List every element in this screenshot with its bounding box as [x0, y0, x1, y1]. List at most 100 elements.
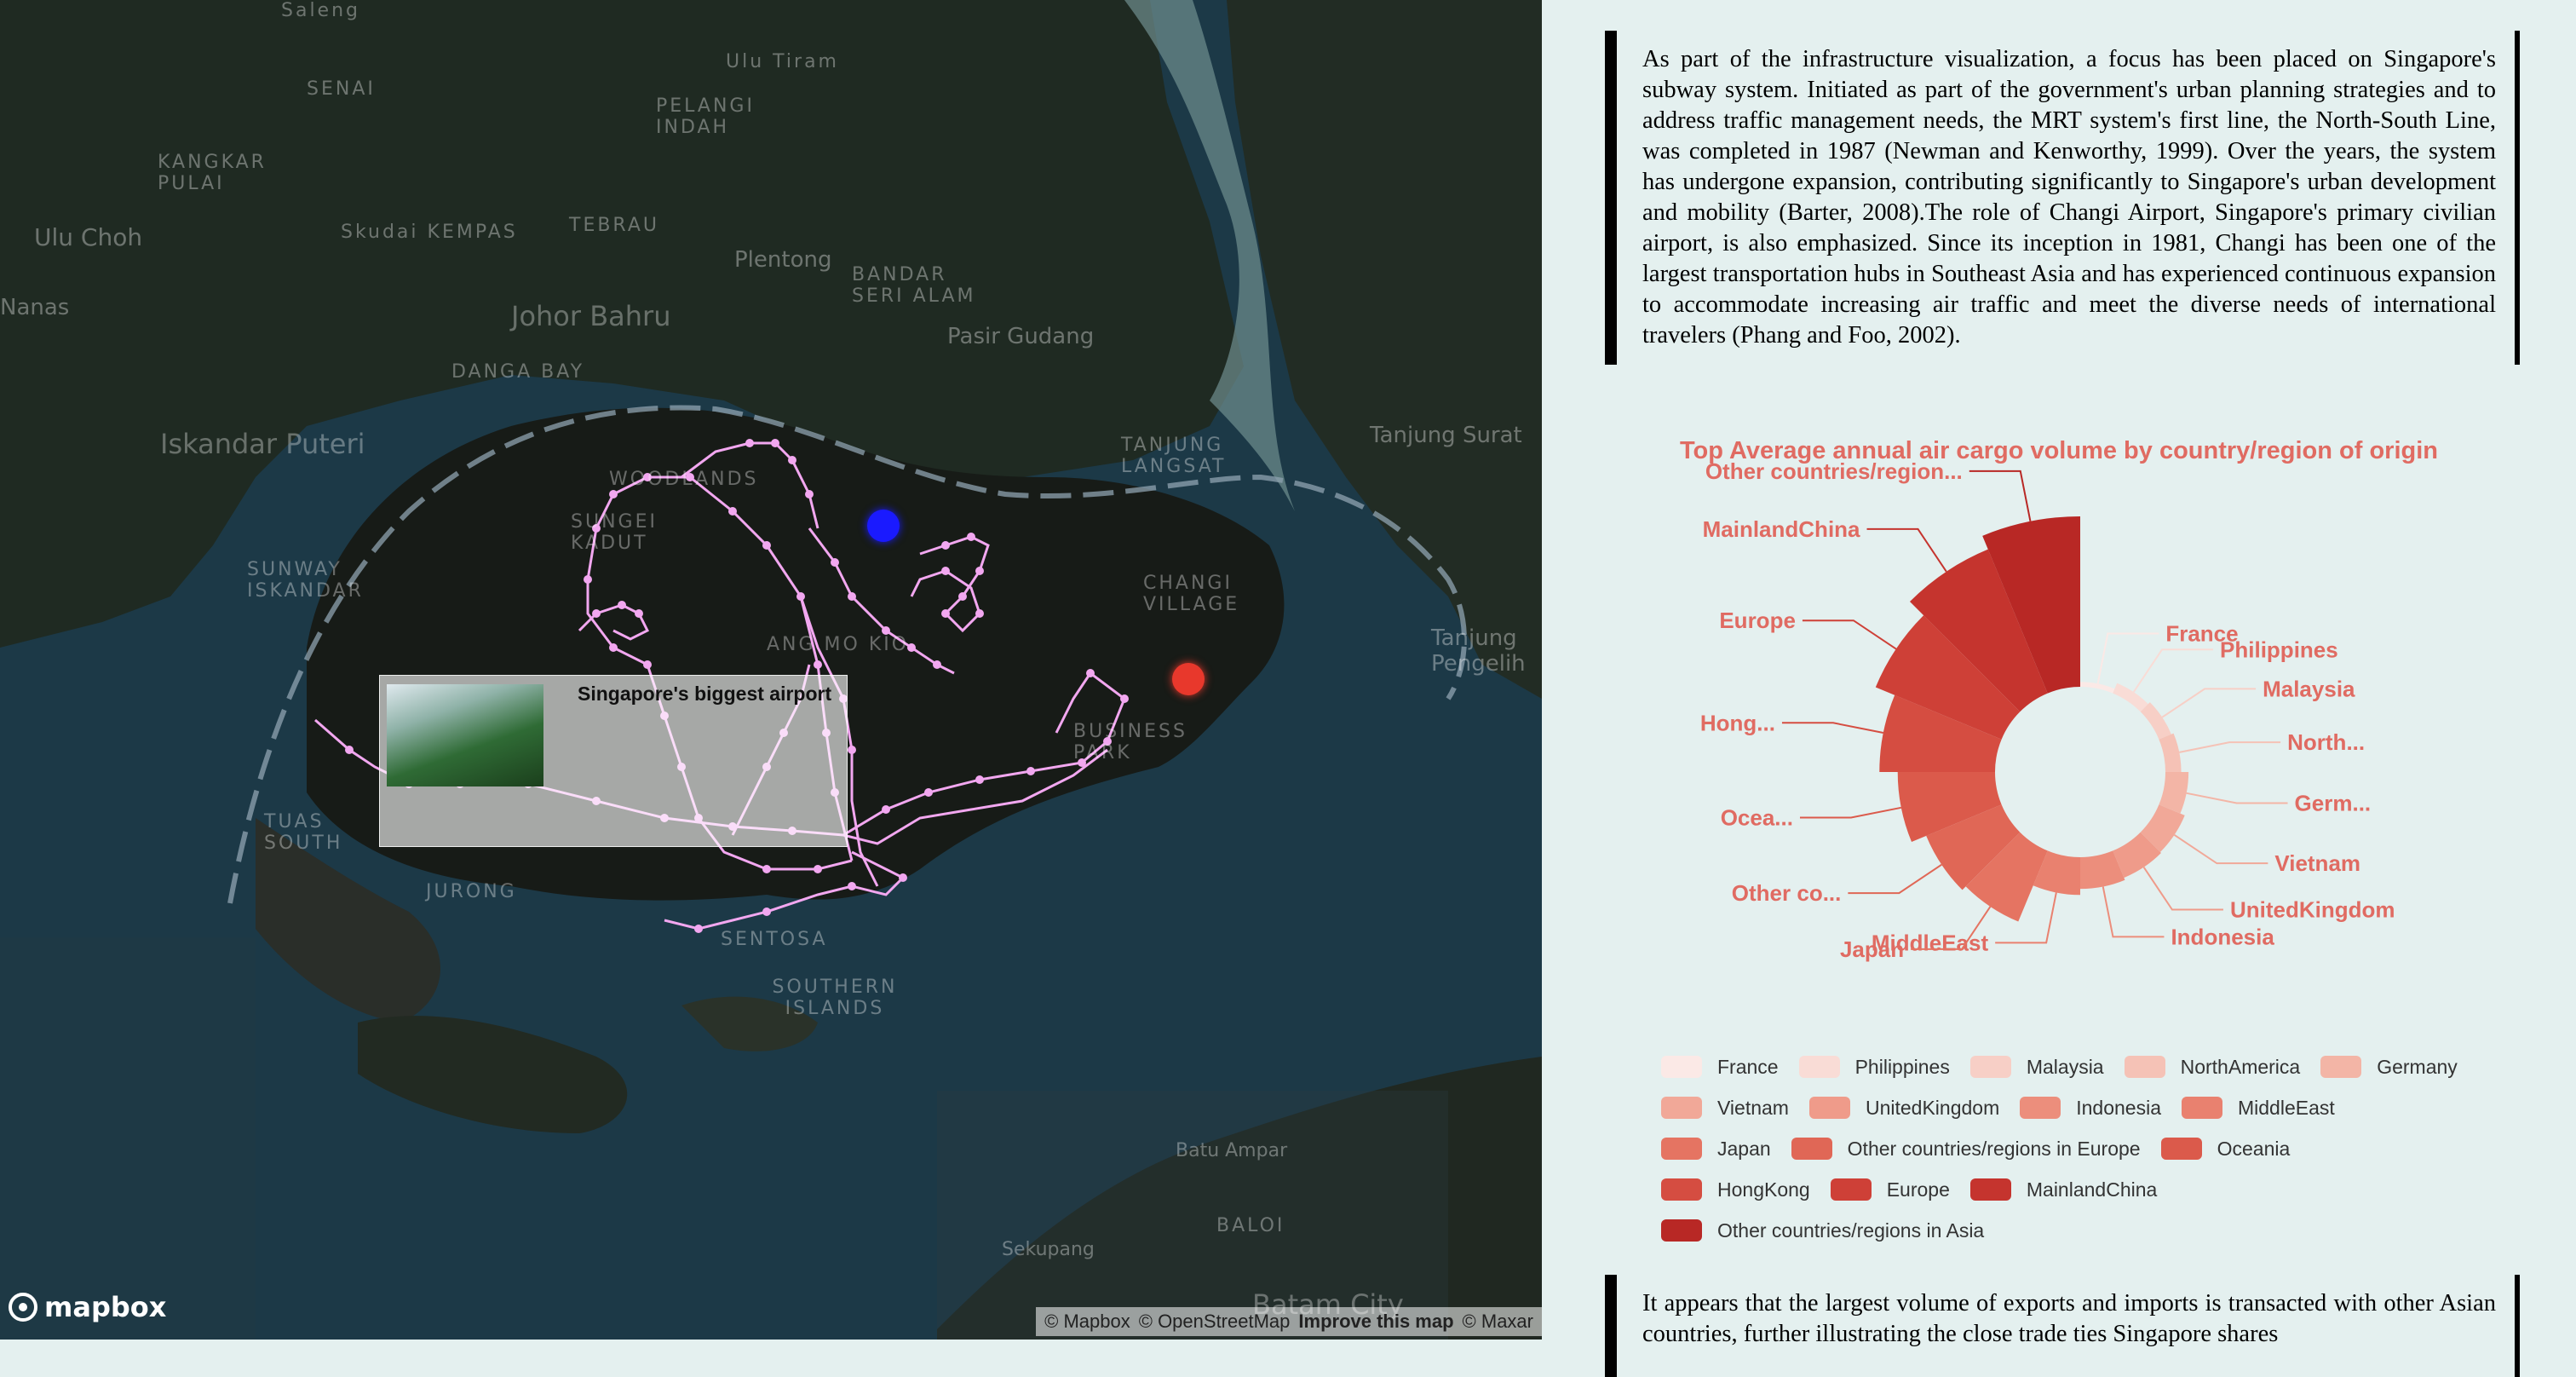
rose-segment-europe[interactable]: [1875, 615, 2021, 740]
map-label: SENAI: [307, 78, 376, 100]
improve-map-link[interactable]: Improve this map: [1298, 1311, 1454, 1332]
map-label: Sekupang: [1002, 1239, 1095, 1260]
legend-swatch: [1661, 1138, 1702, 1160]
airport-popup[interactable]: Singapore's biggest airport: [379, 675, 848, 847]
label-leader-line: [2179, 741, 2281, 753]
rose-segment-germany[interactable]: [2159, 772, 2189, 814]
legend-swatch: [2124, 1056, 2165, 1078]
legend-swatch: [2320, 1056, 2362, 1078]
map-label: PELANGI INDAH: [656, 95, 755, 138]
rose-segment-malaysia[interactable]: [2140, 702, 2171, 740]
segment-label: Vietnam: [2274, 850, 2360, 876]
rose-segment-philippines[interactable]: [2113, 683, 2148, 712]
label-leader-line: [2161, 688, 2257, 718]
blue-location-marker[interactable]: [867, 510, 900, 542]
legend-item[interactable]: Germany: [2320, 1056, 2458, 1079]
attribution-osm-link[interactable]: © OpenStreetMap: [1138, 1311, 1291, 1332]
legend-swatch: [1808, 1097, 1850, 1119]
mapbox-logo[interactable]: mapbox: [9, 1291, 166, 1323]
legend-label: HongKong: [1717, 1178, 1810, 1201]
label-leader-line: [2132, 648, 2214, 693]
legend-swatch: [2160, 1138, 2202, 1160]
legend-label: Philippines: [1854, 1055, 1950, 1078]
mapbox-logo-text: mapbox: [44, 1291, 167, 1323]
legend-item[interactable]: Japan: [1661, 1138, 1771, 1161]
label-leader-line: [1911, 906, 1992, 950]
rose-segment-oceania[interactable]: [1897, 772, 2002, 843]
rose-segment-unitedkingdom[interactable]: [2113, 832, 2161, 879]
segment-label: France: [2165, 620, 2238, 646]
rose-segment-indonesia[interactable]: [2080, 850, 2125, 890]
legend-item[interactable]: Europe: [1830, 1178, 1950, 1201]
rose-segment-other-countries-regions-in-europe[interactable]: [1926, 804, 2021, 890]
rose-segment-mainlandchina[interactable]: [1909, 549, 2048, 712]
chart-title: Top Average annual air cargo volume by c…: [1680, 437, 2438, 464]
segment-label: MainlandChina: [1703, 516, 1860, 542]
legend-item[interactable]: MiddleEast: [2181, 1097, 2335, 1120]
segment-label: Indonesia: [2171, 924, 2274, 949]
map-label: ANG MO KIO: [767, 634, 910, 655]
rose-segment-japan[interactable]: [1965, 832, 2048, 922]
map-view[interactable]: Saleng Ulu Tiram SENAI PELANGI INDAH KAN…: [0, 0, 1542, 1340]
map-label: TEBRAU: [569, 215, 659, 236]
segment-label: Japan: [1840, 936, 1904, 962]
segment-label: North...: [2287, 729, 2365, 755]
legend-item[interactable]: Oceania: [2160, 1138, 2290, 1161]
rose-segment-other-countries-regions-in-asia[interactable]: [1982, 516, 2080, 694]
legend-row: Japan Other countries/regions in Europe Oc…: [1661, 1128, 2564, 1169]
legend-swatch: [1969, 1056, 2011, 1078]
legend-label: Japan: [1717, 1137, 1771, 1160]
legend-item[interactable]: Vietnam: [1661, 1097, 1789, 1120]
trade-paragraph: It appears that the largest volume of ex…: [1605, 1275, 2520, 1377]
attribution-maxar-link[interactable]: © Maxar: [1462, 1311, 1533, 1332]
segment-label: Europe: [1719, 608, 1796, 633]
label-leader-line: [2096, 632, 2159, 684]
legend-item[interactable]: Malaysia: [1969, 1056, 2104, 1079]
label-leader-line: [1969, 470, 2032, 521]
legend-item[interactable]: Indonesia: [2020, 1097, 2161, 1120]
map-label: KANGKAR PULAI: [158, 152, 267, 194]
popup-title: Singapore's biggest airport: [578, 683, 832, 705]
map-label: Johor Bahru: [511, 300, 671, 332]
rose-segment-hongkong[interactable]: [1879, 694, 2002, 772]
legend-item[interactable]: France: [1661, 1056, 1779, 1079]
legend-label: Vietnam: [1717, 1096, 1789, 1119]
legend-item[interactable]: UnitedKingdom: [1808, 1096, 2000, 1120]
legend-item[interactable]: NorthAmerica: [2124, 1055, 2301, 1079]
map-label: BANDAR SERI ALAM: [852, 264, 976, 307]
label-leader-line: [2186, 792, 2288, 804]
mapbox-logo-icon: [9, 1293, 37, 1322]
map-label: Ulu Tiram: [726, 51, 839, 72]
legend-label: MainlandChina: [2026, 1178, 2158, 1201]
legend-label: UnitedKingdom: [1865, 1096, 2000, 1119]
label-leader-line: [2142, 867, 2223, 911]
segment-label: Other co...: [1732, 880, 1842, 906]
segment-label: Philippines: [2220, 637, 2338, 662]
legend-swatch: [1830, 1178, 1872, 1201]
rose-segment-vietnam[interactable]: [2140, 804, 2185, 852]
map-label: Pasir Gudang: [947, 324, 1095, 349]
legend-swatch: [1791, 1138, 1832, 1160]
map-label: Nanas: [0, 295, 70, 320]
map-label: Skudai KEMPAS: [341, 222, 518, 243]
legend-label: France: [1717, 1055, 1779, 1078]
legend-item[interactable]: MainlandChina: [1969, 1178, 2158, 1201]
label-leader-line: [1781, 722, 1884, 734]
segment-label: Germ...: [2295, 791, 2372, 816]
rose-segment-france[interactable]: [2080, 682, 2115, 694]
legend-swatch: [2181, 1097, 2222, 1119]
legend-label: Europe: [1886, 1178, 1950, 1201]
label-leader-line: [2102, 886, 2165, 938]
attribution-mapbox-link[interactable]: © Mapbox: [1044, 1311, 1130, 1332]
legend-item[interactable]: HongKong: [1661, 1178, 1810, 1201]
map-label: WOODLANDS: [609, 469, 759, 490]
legend-item[interactable]: Other countries/regions in Asia: [1661, 1219, 1984, 1242]
rose-segment-northamerica[interactable]: [2159, 733, 2182, 772]
legend-item[interactable]: Other countries/regions in Europe: [1791, 1138, 2141, 1161]
intro-paragraph: As part of the infrastructure visualizat…: [1605, 31, 2520, 365]
rose-segment-middleeast[interactable]: [2033, 850, 2080, 896]
airport-location-marker[interactable]: [1172, 663, 1205, 695]
legend-item[interactable]: Philippines: [1798, 1055, 1950, 1079]
legend-label: Germany: [2377, 1055, 2458, 1078]
legend-label: NorthAmerica: [2180, 1055, 2301, 1078]
